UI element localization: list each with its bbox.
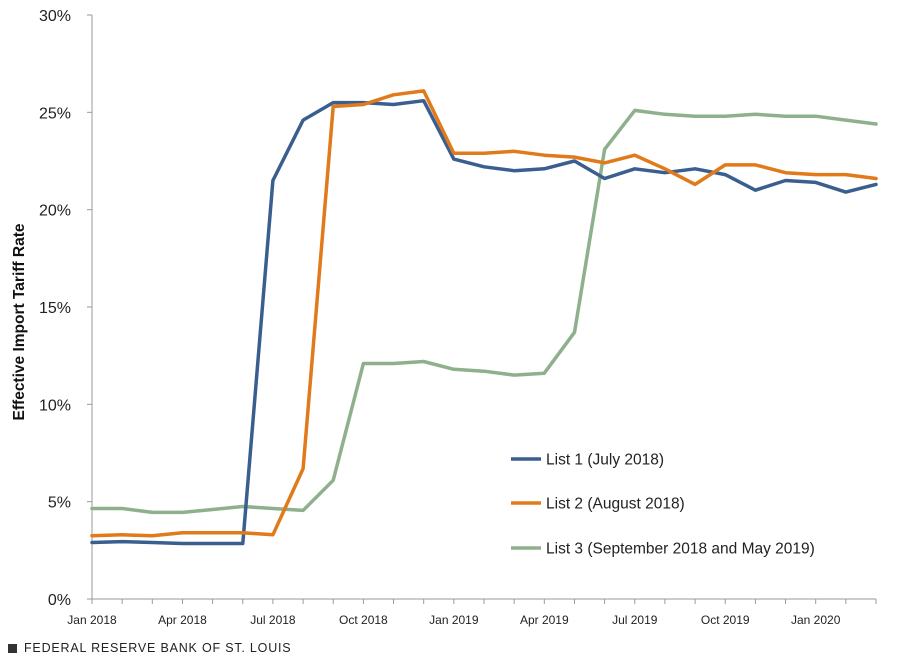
legend-label-1: List 1 (July 2018) bbox=[546, 452, 664, 469]
y-tick-label: 15% bbox=[39, 300, 71, 317]
x-tick-label: Oct 2019 bbox=[701, 613, 750, 627]
x-tick-label: Jul 2019 bbox=[612, 613, 658, 627]
y-tick-label: 10% bbox=[39, 397, 71, 414]
y-tick-label: 25% bbox=[39, 105, 71, 122]
series-line-3 bbox=[90, 108, 878, 515]
y-axis-ticks: 0% 5% 10% 15% 20% 25% 30% bbox=[39, 8, 92, 609]
y-tick-label: 20% bbox=[39, 203, 71, 220]
legend: List 1 (July 2018) List 2 (August 2018) Li… bbox=[511, 452, 815, 558]
legend-label-2: List 2 (August 2018) bbox=[546, 496, 685, 513]
footer-source: FEDERAL RESERVE BANK OF ST. LOUIS bbox=[24, 641, 292, 655]
x-axis-ticks: Jan 2018 Apr 2018 Jul 2018 Oct 2018 Jan 2019… bbox=[67, 599, 877, 627]
footer: FEDERAL RESERVE BANK OF ST. LOUIS bbox=[8, 640, 291, 656]
line-chart: 0% 5% 10% 15% 20% 25% 30% Jan 2018 Apr 2018 Jul … bbox=[11, 8, 878, 627]
x-tick-label: Apr 2019 bbox=[520, 613, 569, 627]
y-axis-label: Effective Import Tariff Rate bbox=[11, 223, 28, 420]
x-tick-label: Apr 2018 bbox=[158, 613, 207, 627]
data-series bbox=[90, 89, 878, 546]
y-tick-label: 5% bbox=[48, 495, 71, 512]
x-tick-label: Jan 2020 bbox=[791, 613, 841, 627]
legend-label-3: List 3 (September 2018 and May 2019) bbox=[546, 541, 815, 558]
x-tick-label: Jul 2018 bbox=[250, 613, 296, 627]
footer-square-icon bbox=[8, 643, 17, 653]
series-line-2 bbox=[90, 89, 878, 538]
x-tick-label: Jan 2019 bbox=[429, 613, 479, 627]
series-line-1 bbox=[90, 98, 878, 546]
y-tick-label: 0% bbox=[48, 592, 71, 609]
y-tick-label: 30% bbox=[39, 8, 71, 25]
x-tick-label: Oct 2018 bbox=[339, 613, 388, 627]
x-tick-label: Jan 2018 bbox=[67, 613, 117, 627]
